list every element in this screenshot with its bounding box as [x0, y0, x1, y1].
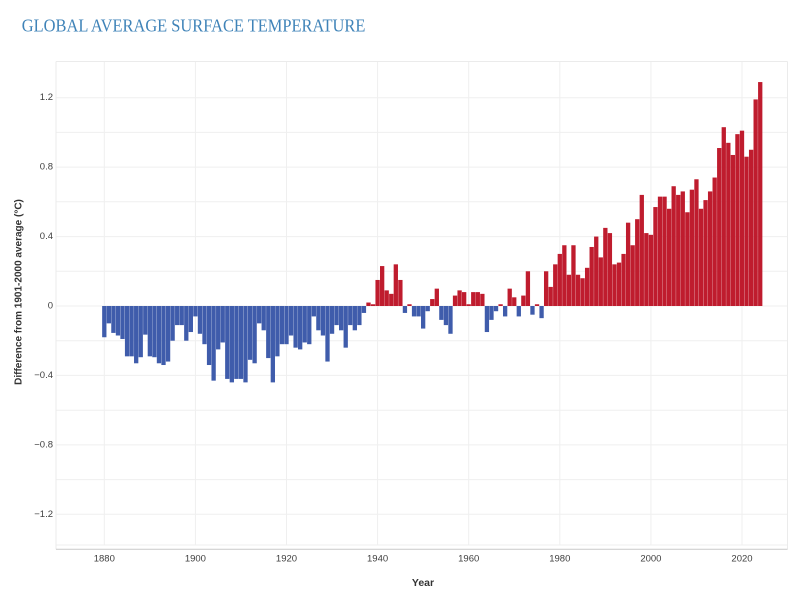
svg-text:1.2: 1.2	[40, 92, 53, 103]
svg-text:1960: 1960	[458, 554, 479, 565]
svg-text:1920: 1920	[276, 554, 297, 565]
svg-text:Difference from 1901-2000 aver: Difference from 1901-2000 average (°C)	[13, 199, 24, 385]
svg-text:1880: 1880	[94, 554, 115, 565]
svg-text:2020: 2020	[731, 554, 752, 565]
svg-text:1980: 1980	[549, 554, 570, 565]
svg-text:2000: 2000	[640, 554, 661, 565]
svg-text:1900: 1900	[185, 554, 206, 565]
svg-text:1940: 1940	[367, 554, 388, 565]
svg-text:0.4: 0.4	[40, 231, 53, 242]
svg-text:−1.2: −1.2	[34, 509, 53, 520]
svg-text:−0.4: −0.4	[34, 370, 53, 381]
svg-text:Year: Year	[412, 577, 434, 589]
svg-text:0: 0	[48, 301, 53, 312]
svg-text:0.8: 0.8	[40, 162, 53, 173]
svg-text:GLOBAL AVERAGE SURFACE TEMPERA: GLOBAL AVERAGE SURFACE TEMPERATURE	[22, 16, 366, 36]
svg-text:−0.8: −0.8	[34, 439, 53, 450]
